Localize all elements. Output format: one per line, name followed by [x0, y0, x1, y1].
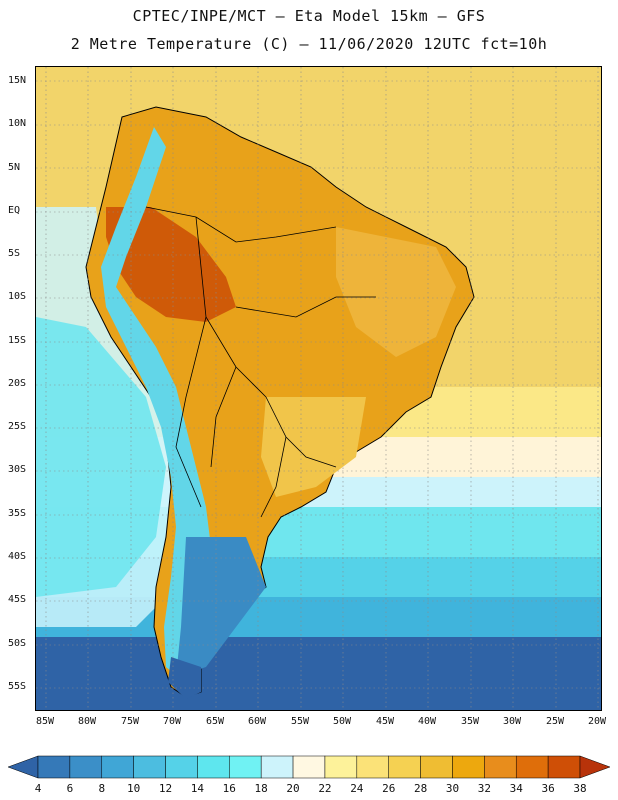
lat-label: 15N: [8, 75, 27, 86]
lon-label: 35W: [460, 716, 480, 727]
lat-label: 50S: [8, 638, 27, 649]
lon-label: 65W: [205, 716, 225, 727]
colorbar-cell: [37, 755, 71, 779]
lat-label: 30S: [8, 464, 27, 475]
colorbar-label: 38: [573, 782, 587, 795]
lat-label: 10N: [8, 118, 27, 129]
colorbar-arrow-low: [7, 755, 39, 779]
lon-label: 60W: [247, 716, 267, 727]
andes-cool-strip: [101, 127, 211, 677]
lon-label: 50W: [332, 716, 352, 727]
colorbar-label: 30: [445, 782, 460, 795]
lon-label: 80W: [77, 716, 97, 727]
lat-label: 40S: [8, 551, 27, 562]
colorbar-cell: [101, 755, 134, 779]
colorbar-cell: [547, 755, 581, 779]
lat-label: 15S: [8, 335, 27, 346]
lon-label: 45W: [375, 716, 395, 727]
lon-label: 40W: [417, 716, 437, 727]
colorbar-cell: [292, 755, 326, 779]
colorbar-arrow-high: [579, 755, 611, 779]
colorbar-cell: [229, 755, 262, 779]
lon-label: 20W: [587, 716, 607, 727]
lat-label: 10S: [8, 291, 27, 302]
lat-label: 5S: [8, 248, 21, 259]
colorbar-cell: [356, 755, 389, 779]
colorbar-label: 4: [34, 782, 42, 795]
lon-label: 25W: [545, 716, 565, 727]
country-borders: [145, 206, 376, 518]
colorbar-cell: [515, 755, 549, 779]
colorbar-cell: [484, 755, 517, 779]
colorbar-label: 10: [127, 782, 141, 795]
south-brazil-region: [261, 397, 366, 497]
graticule: [36, 67, 601, 710]
colorbar-cell: [197, 755, 230, 779]
colorbar-cell: [133, 755, 166, 779]
map-canvas: [36, 67, 601, 710]
temperature-map[interactable]: [35, 66, 602, 711]
lon-label: 55W: [290, 716, 310, 727]
map-title: CPTEC/INPE/MCT – Eta Model 15km – GFS: [132, 7, 486, 25]
colorbar-cell: [420, 755, 453, 779]
lat-label: EQ: [8, 205, 21, 216]
patagonia-cold: [176, 537, 266, 677]
colorbar-label: 32: [477, 782, 491, 795]
colorbar-label: 20: [286, 782, 300, 795]
lon-label: 30W: [502, 716, 522, 727]
ocean-band-6: [36, 637, 601, 710]
lon-label: 70W: [162, 716, 182, 727]
northeast-region: [336, 227, 456, 357]
colorbar-cell: [260, 755, 294, 779]
colorbar-cell: [324, 755, 358, 779]
lon-label: 75W: [120, 716, 140, 727]
colorbar-label: 16: [222, 782, 236, 795]
colorbar-cell: [452, 755, 485, 779]
colorbar-label: 34: [509, 782, 523, 795]
colorbar-label: 18: [254, 782, 268, 795]
colorbar-label: 6: [66, 782, 74, 795]
southern-tip: [168, 657, 201, 699]
colorbar-label: 22: [318, 782, 332, 795]
lat-label: 55S: [8, 681, 27, 692]
lat-label: 20S: [8, 378, 27, 389]
colorbar: [7, 755, 611, 779]
colorbar-label: 14: [190, 782, 205, 795]
lat-label: 25S: [8, 421, 27, 432]
lat-label: 5N: [8, 162, 21, 173]
lat-label: 35S: [8, 508, 27, 519]
map-subtitle: 2 Metre Temperature (C) – 11/06/2020 12U…: [70, 35, 548, 53]
colorbar-label: 24: [350, 782, 364, 795]
colorbar-cell: [69, 755, 103, 779]
colorbar-cell: [165, 755, 198, 779]
lat-label: 45S: [8, 594, 27, 605]
lon-label: 85W: [35, 716, 55, 727]
colorbar-label: 12: [158, 782, 173, 795]
colorbar-label: 8: [98, 782, 106, 795]
colorbar-cell: [388, 755, 421, 779]
colorbar-label: 28: [413, 782, 428, 795]
pacific-cold-water: [36, 317, 166, 597]
colorbar-label: 26: [382, 782, 396, 795]
colorbar-label: 36: [541, 782, 555, 795]
